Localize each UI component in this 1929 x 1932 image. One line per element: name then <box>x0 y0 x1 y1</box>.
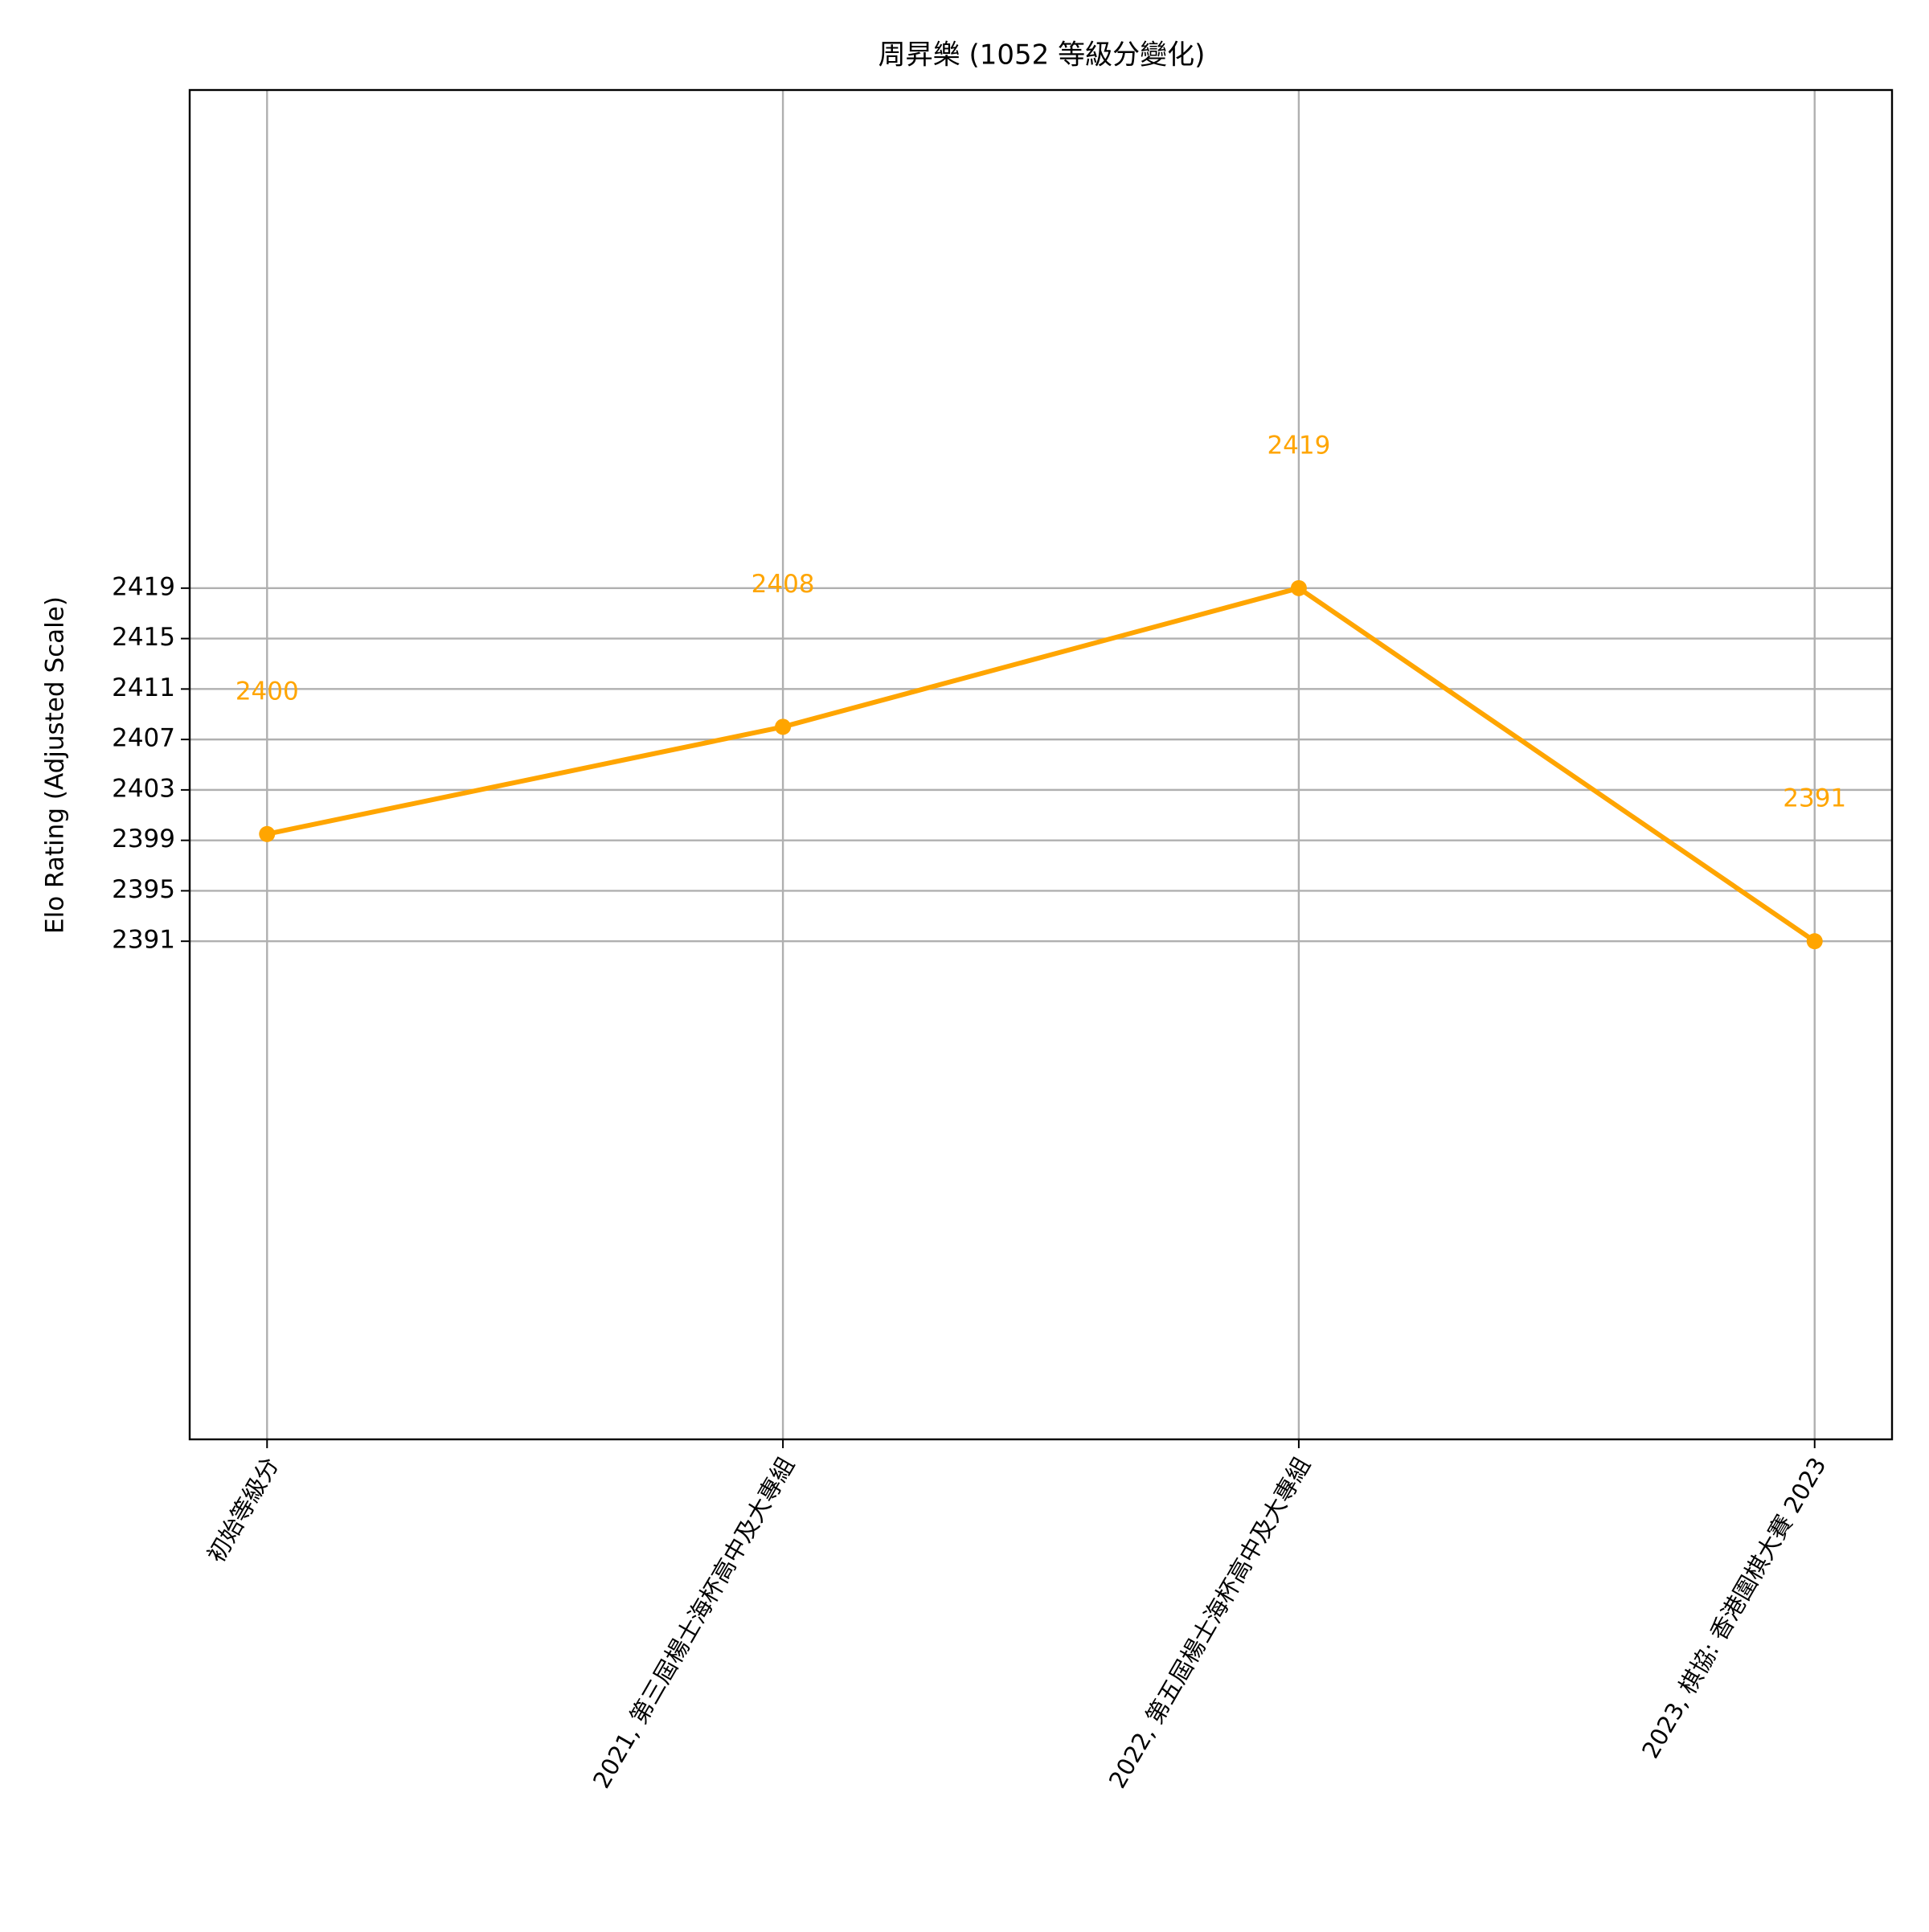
data-label: 2400 <box>235 677 299 706</box>
data-point <box>1806 933 1823 950</box>
data-label: 2391 <box>1783 784 1846 813</box>
chart-title: 周昇樂 (1052 等級分變化) <box>878 39 1206 72</box>
plot-frame <box>188 88 1894 1441</box>
y-tick-label: 2407 <box>112 724 175 753</box>
y-tick-label: 2419 <box>112 572 175 601</box>
y-tick-label: 2403 <box>112 774 175 803</box>
data-label: 2408 <box>752 570 815 599</box>
data-point <box>259 825 276 842</box>
y-tick-label: 2399 <box>112 825 175 853</box>
x-tick-label: 2023, 棋協: 香港圍棋大賽 2023 <box>1636 1453 1832 1763</box>
y-axis-label: Elo Rating (Adjusted Scale) <box>41 596 70 934</box>
x-tick-label: 初始等級分 <box>202 1453 284 1568</box>
y-tick-label: 2391 <box>112 926 175 955</box>
x-tick-label: 2022, 第五屆楊士海杯高中及大專組 <box>1104 1453 1316 1793</box>
x-tick-label: 2021, 第三屆楊士海杯高中及大專組 <box>588 1453 800 1793</box>
y-tick-label: 2415 <box>112 623 175 652</box>
data-point <box>775 718 792 735</box>
data-point <box>1290 579 1307 596</box>
y-tick-label: 2411 <box>112 673 175 702</box>
y-tick-label: 2395 <box>112 875 175 904</box>
series-line <box>266 585 1816 943</box>
data-label: 2419 <box>1267 431 1330 460</box>
